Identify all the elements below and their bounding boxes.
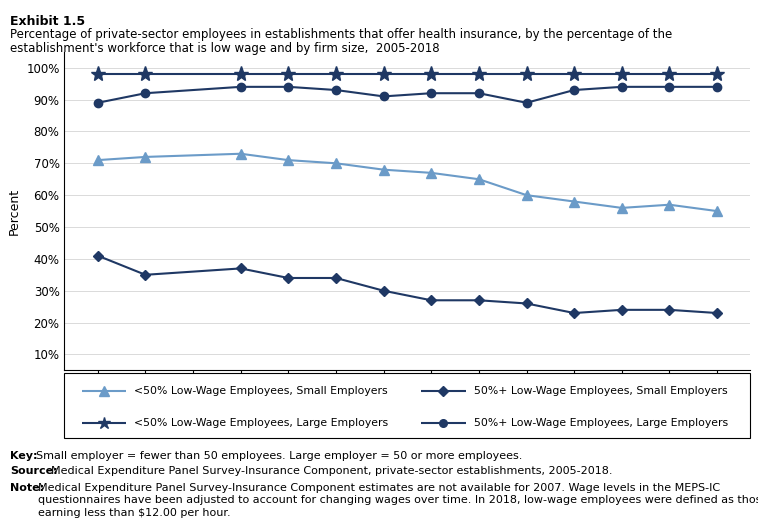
Text: Key:: Key: <box>10 451 37 461</box>
Text: Medical Expenditure Panel Survey-Insurance Component, private-sector establishme: Medical Expenditure Panel Survey-Insuran… <box>51 466 612 476</box>
Text: Note:: Note: <box>10 483 44 493</box>
Text: <50% Low-Wage Employees, Small Employers: <50% Low-Wage Employees, Small Employers <box>134 386 388 396</box>
FancyBboxPatch shape <box>64 373 750 438</box>
Text: Medical Expenditure Panel Survey-Insurance Component estimates are not available: Medical Expenditure Panel Survey-Insuran… <box>38 483 720 493</box>
Text: Source:: Source: <box>10 466 58 476</box>
Text: Exhibit 1.5: Exhibit 1.5 <box>10 15 85 27</box>
Text: <50% Low-Wage Employees, Large Employers: <50% Low-Wage Employees, Large Employers <box>134 419 389 428</box>
Text: earning less than $12.00 per hour.: earning less than $12.00 per hour. <box>38 508 230 517</box>
Y-axis label: Percent: Percent <box>8 188 20 235</box>
Text: 50%+ Low-Wage Employees, Small Employers: 50%+ Low-Wage Employees, Small Employers <box>474 386 728 396</box>
Text: questionnaires have been adjusted to account for changing wages over time. In 20: questionnaires have been adjusted to acc… <box>38 495 758 505</box>
Text: Percentage of private-sector employees in establishments that offer health insur: Percentage of private-sector employees i… <box>10 28 672 41</box>
Text: 50%+ Low-Wage Employees, Large Employers: 50%+ Low-Wage Employees, Large Employers <box>474 419 728 428</box>
Text: establishment's workforce that is low wage and by firm size,  2005-2018: establishment's workforce that is low wa… <box>10 42 440 55</box>
Text: Small employer = fewer than 50 employees. Large employer = 50 or more employees.: Small employer = fewer than 50 employees… <box>36 451 522 461</box>
